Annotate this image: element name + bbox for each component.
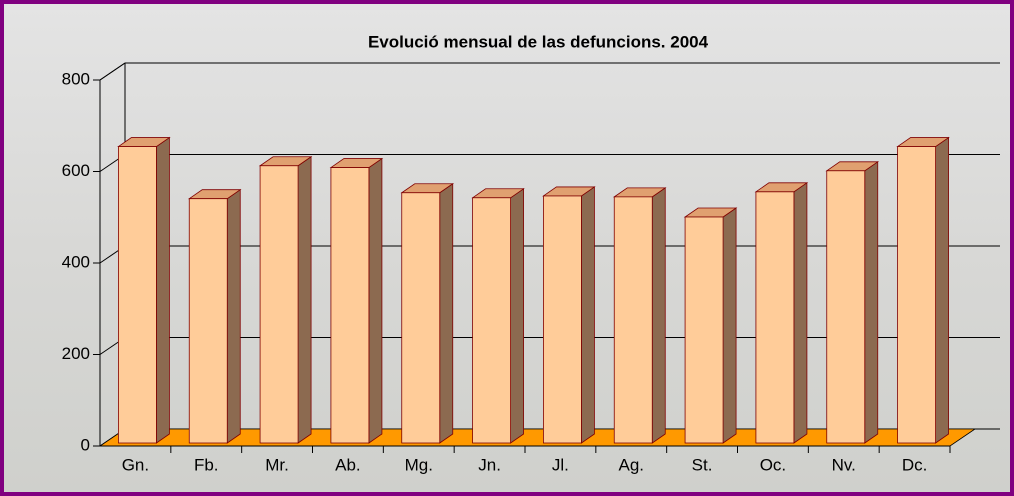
bar-side — [652, 188, 665, 443]
bar — [331, 168, 369, 443]
bar-side — [511, 189, 524, 443]
bar — [898, 147, 936, 443]
bar-side — [298, 157, 311, 443]
bar — [402, 193, 440, 443]
bar — [685, 217, 723, 443]
x-tick-label: Ag. — [618, 455, 644, 474]
x-tick-label: Dc. — [902, 455, 928, 474]
bar — [543, 196, 581, 443]
y-tick-label: 200 — [62, 344, 90, 363]
bar-side — [936, 138, 949, 443]
bar-side — [581, 187, 594, 443]
x-tick-label: St. — [692, 455, 713, 474]
bar-side — [369, 159, 382, 443]
y-tick-label: 600 — [62, 161, 90, 180]
bar-side — [440, 184, 453, 443]
bar — [260, 166, 298, 443]
x-tick-label: Fb. — [194, 455, 219, 474]
bar-side — [156, 138, 169, 443]
x-tick-label: Mr. — [265, 455, 289, 474]
bar — [614, 197, 652, 443]
bar-side — [794, 183, 807, 443]
x-tick-label: Gn. — [122, 455, 149, 474]
chart-title: Evolució mensual de las defuncions. 2004 — [368, 32, 709, 51]
bar — [118, 147, 156, 443]
bar — [756, 192, 794, 443]
y-tick-label: 800 — [62, 69, 90, 88]
x-tick-label: Mg. — [405, 455, 433, 474]
x-tick-label: Oc. — [760, 455, 786, 474]
bar-side — [865, 162, 878, 443]
bar — [189, 199, 227, 443]
bar — [827, 171, 865, 443]
chart: Evolució mensual de las defuncions. 2004… — [0, 0, 1014, 496]
bar — [473, 198, 511, 443]
y-tick-label: 0 — [81, 435, 90, 454]
y-tick-label: 400 — [62, 252, 90, 271]
x-tick-label: Jn. — [478, 455, 501, 474]
x-tick-label: Nv. — [832, 455, 856, 474]
bar-side — [227, 190, 240, 443]
bar-side — [723, 208, 736, 443]
x-tick-label: Jl. — [552, 455, 569, 474]
x-tick-label: Ab. — [335, 455, 361, 474]
